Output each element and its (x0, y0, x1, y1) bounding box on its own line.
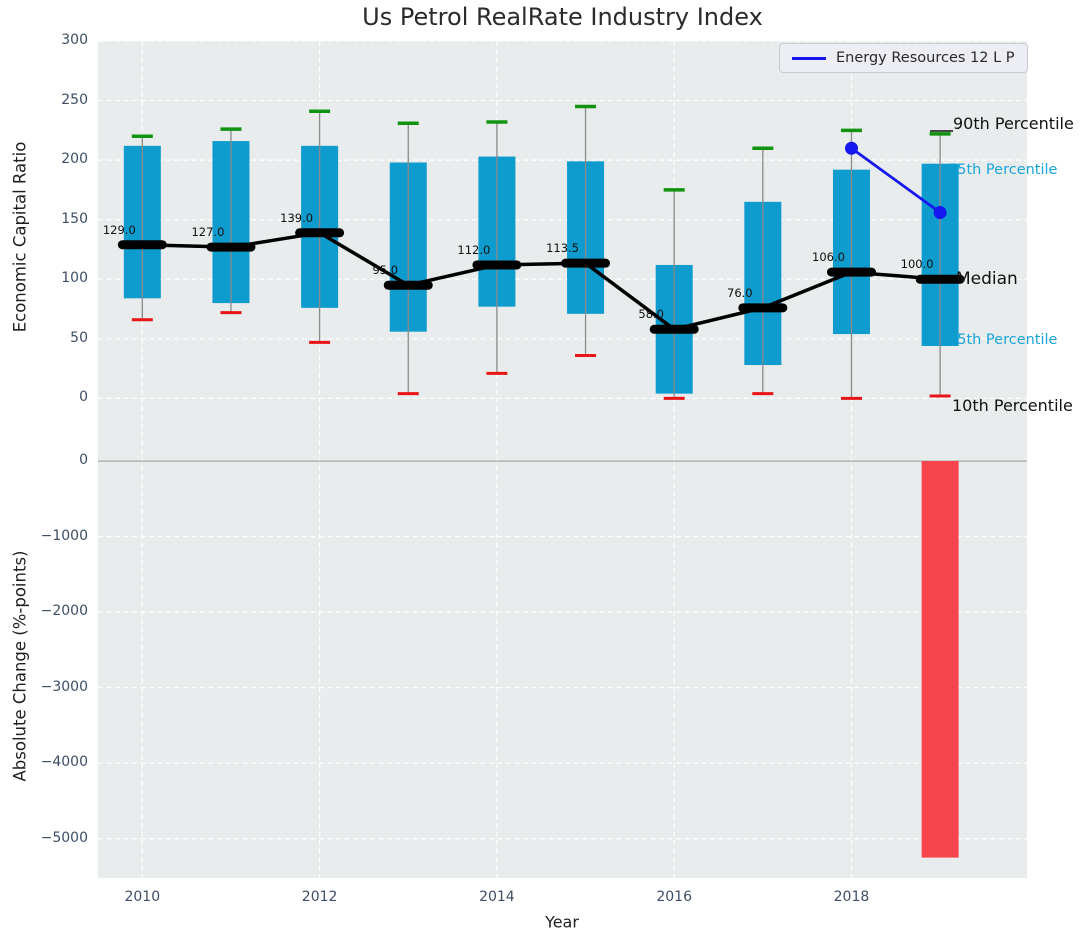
p10-annotation: 10th Percentile (952, 396, 1073, 415)
median-value-label: 106.0 (812, 250, 845, 264)
median-annotation: Median (956, 269, 1018, 289)
bottom-y-tick-label: −2000 (30, 603, 88, 619)
median-value-label: 113.5 (546, 241, 579, 255)
company-point (845, 142, 858, 155)
p90-annotation: 90th Percentile (953, 114, 1074, 133)
median-line (142, 233, 940, 329)
top-y-tick-label: 150 (30, 211, 88, 227)
x-tick-label: 2012 (302, 889, 338, 905)
median-value-label: 139.0 (280, 211, 313, 225)
top-y-axis-label: Economic Capital Ratio (11, 142, 30, 333)
bottom-y-tick-label: 0 (30, 452, 88, 468)
top-y-tick-label: 50 (30, 330, 88, 346)
change-bar-2019 (922, 461, 959, 858)
top-y-tick-label: 200 (30, 151, 88, 167)
x-tick-label: 2010 (124, 889, 160, 905)
top-y-tick-label: 250 (30, 92, 88, 108)
top-y-tick-label: 0 (30, 389, 88, 405)
bottom-y-axis-label: Absolute Change (%-points) (11, 551, 30, 782)
median-value-label: 100.0 (901, 257, 934, 271)
top-y-tick-label: 300 (30, 32, 88, 48)
chart-title: Us Petrol RealRate Industry Index (98, 3, 1027, 31)
legend-label: Energy Resources 12 L P (836, 50, 1015, 66)
median-value-label: 127.0 (191, 225, 224, 239)
legend-line-sample (792, 57, 826, 60)
bottom-y-tick-label: −1000 (30, 528, 88, 544)
median-value-label: 95.0 (372, 263, 398, 277)
top-y-tick-label: 100 (30, 270, 88, 286)
bottom-y-tick-label: −4000 (30, 754, 88, 770)
median-value-label: 129.0 (103, 223, 136, 237)
bottom-y-tick-label: −3000 (30, 679, 88, 695)
median-value-label: 76.0 (727, 286, 753, 300)
x-tick-label: 2014 (479, 889, 515, 905)
x-tick-label: 2018 (834, 889, 870, 905)
x-axis-label: Year (545, 913, 579, 932)
legend: Energy Resources 12 L P (779, 43, 1028, 73)
chart-layer (0, 0, 1085, 942)
bottom-y-tick-label: −5000 (30, 830, 88, 846)
median-value-label: 112.0 (457, 243, 490, 257)
company-point (934, 206, 947, 219)
chart-figure: 75th Percentile 25th Percentile Us Petro… (0, 0, 1085, 942)
median-value-label: 58.0 (638, 307, 664, 321)
x-tick-label: 2016 (656, 889, 692, 905)
